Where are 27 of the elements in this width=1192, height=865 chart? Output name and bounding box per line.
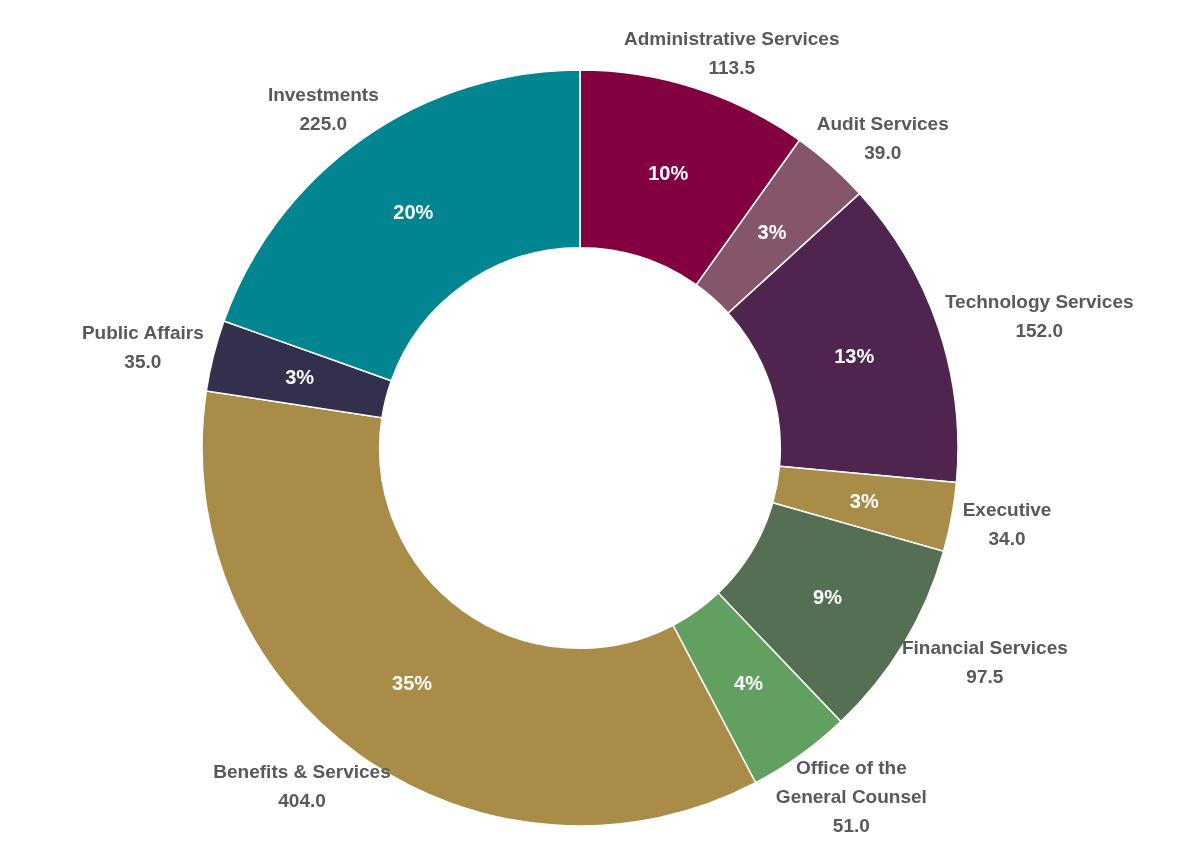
slice-label: Executive: [962, 499, 1052, 521]
slice-label: Benefits & Services: [213, 760, 391, 782]
data-label: 35.0: [124, 350, 162, 372]
data-label: 225.0: [299, 112, 348, 134]
slice-label: Audit Services: [816, 112, 949, 134]
slice-label: Public Affairs: [81, 321, 204, 343]
slice-label: Investments: [267, 83, 379, 105]
data-label: 51.0: [832, 815, 870, 837]
data-label: 404.0: [278, 789, 326, 811]
text: 35%: [392, 672, 433, 695]
text: 3%: [849, 489, 879, 512]
text: 9%: [813, 586, 843, 609]
slice-label: Financial Services: [901, 637, 1068, 659]
data-label: 97.5: [966, 666, 1004, 688]
slice-label: Administrative Services: [624, 27, 840, 49]
text: 20%: [393, 200, 434, 223]
data-label: 34.0: [988, 528, 1026, 550]
slice-label: Technology Services: [944, 291, 1134, 313]
text: 3%: [285, 366, 315, 389]
data-label: 113.5: [708, 56, 756, 78]
text: 13%: [834, 345, 875, 368]
slice-label: Office of the General Counsel: [775, 757, 927, 808]
text: 10%: [648, 161, 689, 184]
data-label: 39.0: [864, 141, 902, 163]
text: 4%: [734, 671, 764, 694]
data-label: 152.0: [1015, 320, 1063, 342]
text: 3%: [757, 220, 787, 243]
